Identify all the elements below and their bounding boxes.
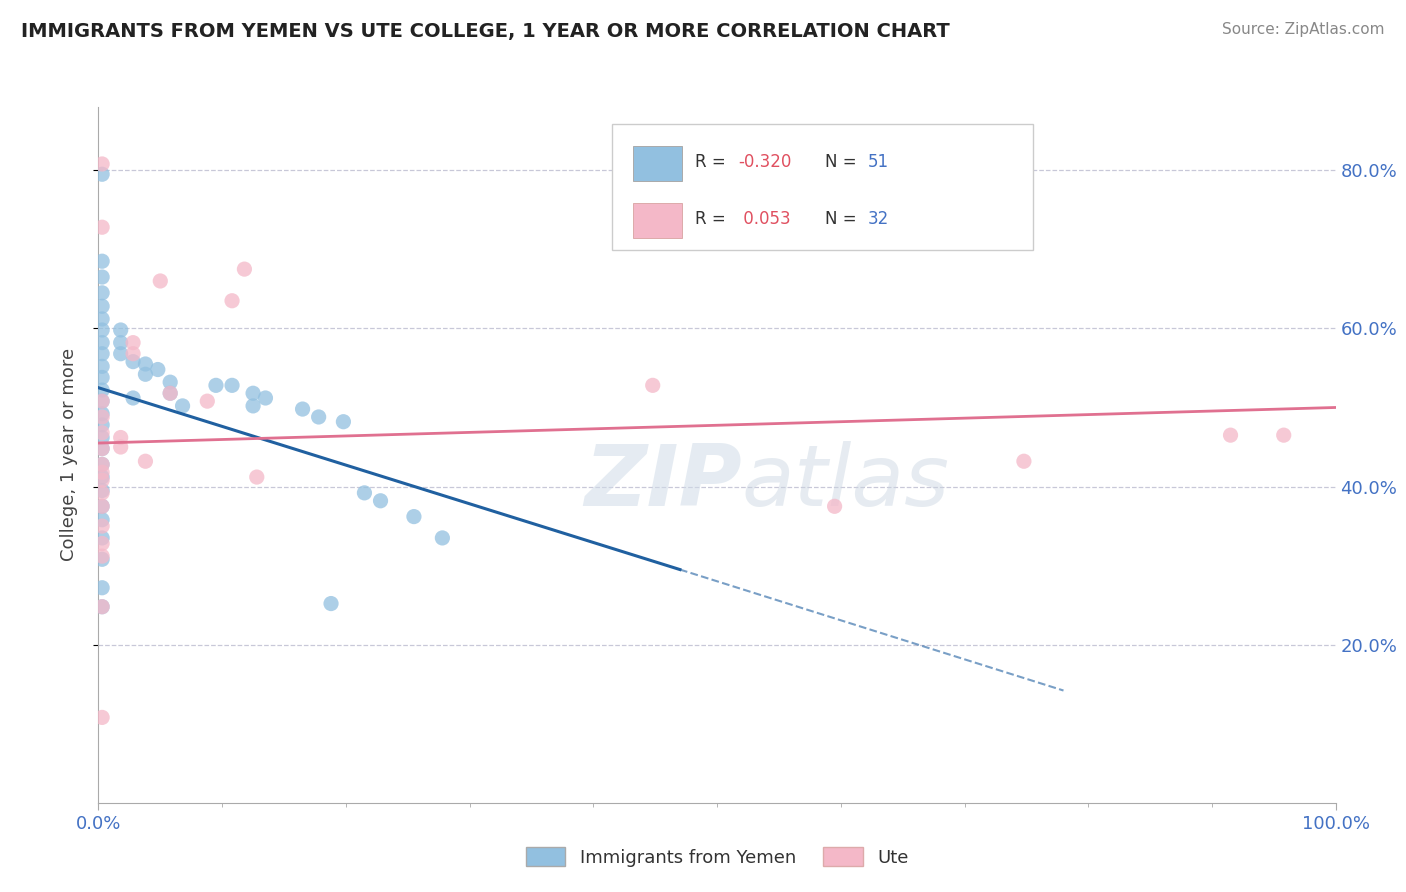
Point xyxy=(242,399,264,413)
Point xyxy=(91,531,114,545)
Point xyxy=(91,442,114,456)
Point xyxy=(110,440,132,454)
Y-axis label: College, 1 year or more: College, 1 year or more xyxy=(59,349,77,561)
Point xyxy=(319,597,342,611)
Text: -0.320: -0.320 xyxy=(738,153,792,171)
Point xyxy=(91,370,114,384)
Text: 32: 32 xyxy=(868,210,889,227)
FancyBboxPatch shape xyxy=(612,124,1032,250)
Point xyxy=(110,347,132,361)
Point xyxy=(91,407,114,421)
FancyBboxPatch shape xyxy=(633,146,682,181)
Point xyxy=(1219,428,1241,442)
Point xyxy=(308,409,330,424)
Point xyxy=(195,394,218,409)
Point xyxy=(122,335,145,350)
Point xyxy=(159,386,181,401)
Point xyxy=(91,552,114,566)
Point xyxy=(91,470,114,484)
Point xyxy=(91,458,114,472)
Text: N =: N = xyxy=(825,153,862,171)
Point xyxy=(134,368,156,382)
Point xyxy=(824,500,846,514)
Point xyxy=(91,394,114,409)
Legend: Immigrants from Yemen, Ute: Immigrants from Yemen, Ute xyxy=(519,840,915,874)
Point xyxy=(91,519,114,533)
Point xyxy=(122,391,145,405)
Point xyxy=(91,549,114,563)
Point xyxy=(91,335,114,350)
Point xyxy=(91,430,114,444)
Point xyxy=(110,335,132,350)
Point xyxy=(91,220,114,235)
Point xyxy=(159,386,181,401)
Point xyxy=(1272,428,1295,442)
Point xyxy=(91,466,114,480)
Point xyxy=(91,599,114,614)
Point xyxy=(91,483,114,498)
Point xyxy=(91,359,114,374)
Point xyxy=(91,486,114,500)
Point xyxy=(91,270,114,285)
Text: ZIP: ZIP xyxy=(583,442,742,524)
Point xyxy=(91,254,114,268)
Point xyxy=(432,531,454,545)
Point xyxy=(91,167,114,181)
Point xyxy=(91,409,114,424)
Point xyxy=(242,386,264,401)
Point xyxy=(291,402,314,417)
Point xyxy=(91,417,114,432)
Point xyxy=(110,323,132,337)
Text: R =: R = xyxy=(695,153,731,171)
Point xyxy=(402,509,425,524)
Point xyxy=(233,262,256,277)
Point xyxy=(91,473,114,487)
Point xyxy=(91,383,114,397)
Point xyxy=(91,425,114,440)
Point xyxy=(254,391,277,405)
Point xyxy=(122,354,145,368)
Point xyxy=(91,442,114,456)
Point xyxy=(91,599,114,614)
Point xyxy=(91,710,114,724)
Point xyxy=(91,536,114,550)
Point xyxy=(134,357,156,371)
Point xyxy=(91,500,114,514)
Point xyxy=(332,415,354,429)
Point xyxy=(221,293,243,308)
Point xyxy=(91,299,114,313)
Point xyxy=(91,285,114,300)
Point xyxy=(91,347,114,361)
Text: 0.053: 0.053 xyxy=(738,210,790,227)
Text: atlas: atlas xyxy=(742,442,950,524)
Point xyxy=(91,513,114,527)
Point xyxy=(110,430,132,444)
Point xyxy=(641,378,664,392)
Text: Source: ZipAtlas.com: Source: ZipAtlas.com xyxy=(1222,22,1385,37)
Text: IMMIGRANTS FROM YEMEN VS UTE COLLEGE, 1 YEAR OR MORE CORRELATION CHART: IMMIGRANTS FROM YEMEN VS UTE COLLEGE, 1 … xyxy=(21,22,950,41)
Text: R =: R = xyxy=(695,210,731,227)
Point xyxy=(91,323,114,337)
Text: 51: 51 xyxy=(868,153,889,171)
Point xyxy=(1012,454,1035,468)
Point xyxy=(91,458,114,472)
Point xyxy=(91,394,114,409)
Point xyxy=(134,454,156,468)
Point xyxy=(172,399,194,413)
Point xyxy=(159,375,181,389)
Point xyxy=(370,493,392,508)
Point xyxy=(122,347,145,361)
Point xyxy=(246,470,269,484)
Point xyxy=(91,157,114,171)
Point xyxy=(149,274,172,288)
Point xyxy=(91,500,114,514)
Point xyxy=(221,378,243,392)
Text: N =: N = xyxy=(825,210,862,227)
Point xyxy=(353,486,375,500)
Point xyxy=(146,362,169,376)
Point xyxy=(91,312,114,326)
Point xyxy=(91,581,114,595)
FancyBboxPatch shape xyxy=(633,202,682,237)
Point xyxy=(205,378,228,392)
